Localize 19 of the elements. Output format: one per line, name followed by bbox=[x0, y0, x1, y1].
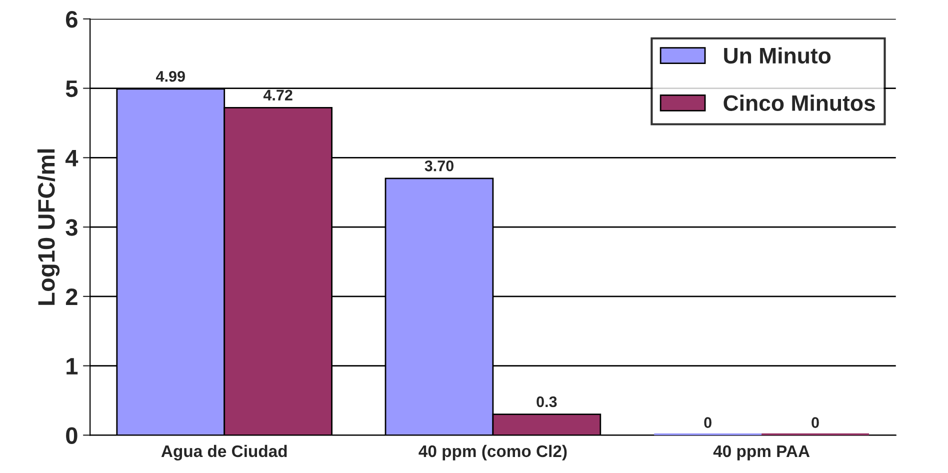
y-tick-label: 4 bbox=[65, 150, 78, 166]
y-tick-label: 0 bbox=[66, 427, 78, 444]
y-axis-title: Log10 UFC/ml bbox=[37, 149, 60, 305]
legend-label: Un Minuto bbox=[724, 47, 831, 64]
x-tick-label: 40 ppm (como Cl2) bbox=[418, 444, 567, 460]
y-tick-label: 2 bbox=[66, 288, 78, 305]
x-tick-label: 40 ppm PAA bbox=[713, 445, 810, 460]
y-tick-label: 6 bbox=[66, 10, 78, 28]
y-tick-label: 3 bbox=[66, 219, 78, 236]
data-label: 0 bbox=[812, 417, 819, 428]
data-label: 0 bbox=[704, 417, 712, 428]
legend-label: Cinco Minutos bbox=[724, 94, 875, 111]
x-tick-label: Agua de Ciudad bbox=[161, 444, 287, 460]
data-label: 4.99 bbox=[156, 70, 185, 82]
data-label: 4.72 bbox=[263, 90, 292, 100]
data-label: 3.70 bbox=[424, 160, 454, 172]
y-tick-label: 1 bbox=[66, 358, 78, 374]
data-label: 0.3 bbox=[536, 396, 557, 408]
y-tick-label: 5 bbox=[66, 80, 78, 98]
